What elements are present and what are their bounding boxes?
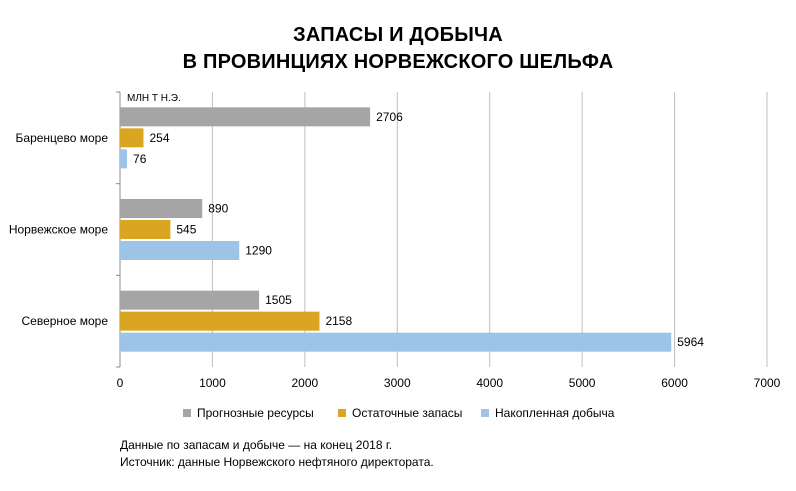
bar — [120, 107, 371, 127]
category-label: Северное море — [21, 314, 108, 328]
legend-item: Накопленная добыча — [481, 406, 614, 420]
bars — [120, 107, 672, 352]
legend-swatch — [481, 409, 489, 417]
bar — [120, 220, 171, 239]
bar — [120, 241, 240, 260]
chart-title-line1: ЗАПАСЫ И ДОБЫЧА — [293, 24, 503, 46]
x-tick-label: 5000 — [569, 376, 596, 390]
chart-title-line2: В ПРОВИНЦИЯХ НОРВЕЖСКОГО ШЕЛЬФА — [182, 51, 614, 73]
data-label: 254 — [149, 131, 169, 145]
category-label: Норвежское море — [9, 223, 108, 237]
labels: 0 1000 2000 3000 4000 5000 6000 7000 Баренцево м… — [9, 110, 781, 390]
category-label: Баренцево море — [16, 131, 109, 145]
data-label: 76 — [133, 152, 147, 166]
data-label: 5964 — [677, 335, 704, 349]
data-label: 2158 — [325, 314, 352, 328]
data-label: 1290 — [245, 244, 272, 258]
bar — [120, 332, 672, 352]
x-tick-label: 1000 — [199, 376, 226, 390]
x-tick-label: 4000 — [476, 376, 503, 390]
data-note: Данные по запасам и добыче — на конец 20… — [120, 438, 393, 452]
legend-swatch — [183, 409, 191, 417]
bar — [120, 199, 203, 218]
legend-label: Накопленная добыча — [495, 406, 615, 420]
x-tick-label: 3000 — [384, 376, 411, 390]
legend-label: Прогнозные ресурсы — [197, 406, 314, 420]
x-tick-label: 6000 — [661, 376, 688, 390]
legend-item: Остаточные запасы — [338, 406, 462, 420]
bar — [120, 149, 128, 169]
unit-label: МЛН Т Н.Э. — [127, 93, 181, 104]
legend-item: Прогнозные ресурсы — [183, 406, 314, 420]
data-label: 545 — [176, 223, 196, 237]
data-label: 890 — [208, 202, 228, 216]
data-label: 2706 — [376, 110, 403, 124]
data-label: 1505 — [265, 293, 292, 307]
x-tick-label: 7000 — [754, 376, 781, 390]
bar — [120, 311, 320, 331]
legend: Прогнозные ресурсы Остаточные запасы Накоп… — [0, 406, 796, 424]
legend-swatch — [338, 409, 346, 417]
bar — [120, 128, 144, 148]
x-tick-label: 2000 — [292, 376, 319, 390]
x-tick-label: 0 — [117, 376, 124, 390]
legend-label: Остаточные запасы — [352, 406, 463, 420]
bar — [120, 290, 260, 310]
source-note: Источник: данные Норвежского нефтяного д… — [120, 455, 434, 469]
